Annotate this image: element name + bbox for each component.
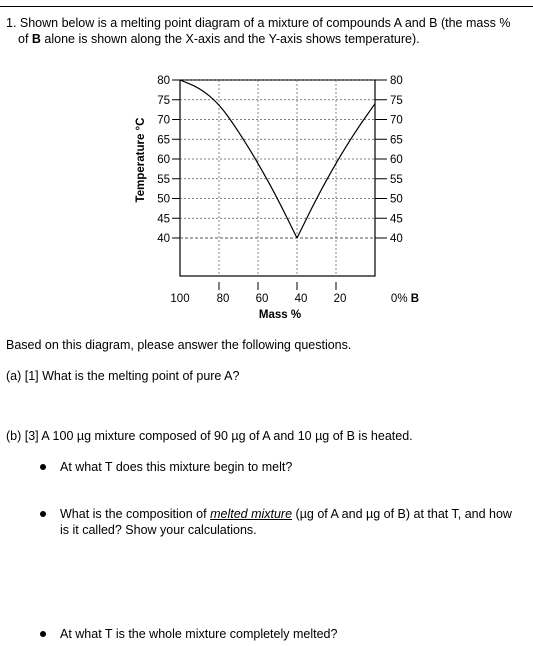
liquidus-curve-2: [296, 103, 376, 239]
y-tick-label-left: 75: [157, 95, 170, 107]
x-axis-label: Mass %: [259, 309, 301, 321]
x-tick-label: 100: [170, 293, 189, 305]
bullet-icon: [40, 631, 46, 637]
x-tick-label: 20: [334, 293, 347, 305]
y-tick-label-right: 80: [390, 75, 403, 87]
y-tick-label-left: 65: [157, 134, 170, 146]
prompt-text: Based on this diagram, please answer the…: [6, 338, 352, 352]
x-tick-label: 60: [256, 293, 269, 305]
y-tick-label-right: 50: [390, 194, 403, 206]
bullet-text: At what T is the whole mixture completel…: [60, 627, 338, 641]
top-rule: [0, 6, 533, 7]
part-b-question: (b) [3] A 100 µg mixture composed of 90 …: [6, 429, 413, 443]
part-a-question: (a) [1] What is the melting point of pur…: [6, 369, 240, 383]
bullet-item-composition: What is the composition of melted mixtur…: [40, 506, 530, 538]
bullet-text: What is the composition of melted mixtur…: [60, 507, 512, 537]
plot-frame: [179, 79, 376, 277]
y-tick-label-left: 70: [157, 115, 170, 127]
y-tick-label-left: 45: [157, 213, 170, 225]
y-tick-label-right: 45: [390, 213, 403, 225]
melting-point-diagram: 80 75 70 65 60 55 50 45 40 80 75 70 65 60 55 50 45 40 100 8…: [135, 75, 419, 321]
y-tick-label-right: 60: [390, 154, 403, 166]
y-tick-label-right: 55: [390, 174, 403, 186]
x-tick-label: 0% B: [391, 293, 419, 305]
y-tick-label-left: 80: [157, 75, 170, 87]
y-tick-label-right: 65: [390, 134, 403, 146]
bullet-item-begin-melt: At what T does this mixture begin to mel…: [40, 459, 520, 475]
x-tick-label: 80: [217, 293, 230, 305]
liquidus-curve-1: [179, 79, 298, 239]
question-intro: 1. Shown below is a melting point diagra…: [6, 15, 526, 47]
y-tick-label-right: 70: [390, 115, 403, 127]
bullet-icon: [40, 464, 46, 470]
bullet-text: At what T does this mixture begin to mel…: [60, 460, 293, 474]
bullet-icon: [40, 511, 46, 517]
x-tick-label: 40: [295, 293, 308, 305]
y-axis-label: Temperature °C: [135, 118, 147, 203]
y-tick-label-left: 60: [157, 154, 170, 166]
question-line1: 1. Shown below is a melting point diagra…: [6, 16, 511, 30]
y-tick-label-right: 75: [390, 95, 403, 107]
question-line2: of B alone is shown along the X-axis and…: [18, 32, 420, 46]
y-tick-label-right: 40: [390, 233, 403, 245]
y-tick-label-left: 40: [157, 233, 170, 245]
y-tick-label-left: 55: [157, 174, 170, 186]
bullet-item-complete-melt: At what T is the whole mixture completel…: [40, 626, 520, 642]
y-tick-label-left: 50: [157, 194, 170, 206]
